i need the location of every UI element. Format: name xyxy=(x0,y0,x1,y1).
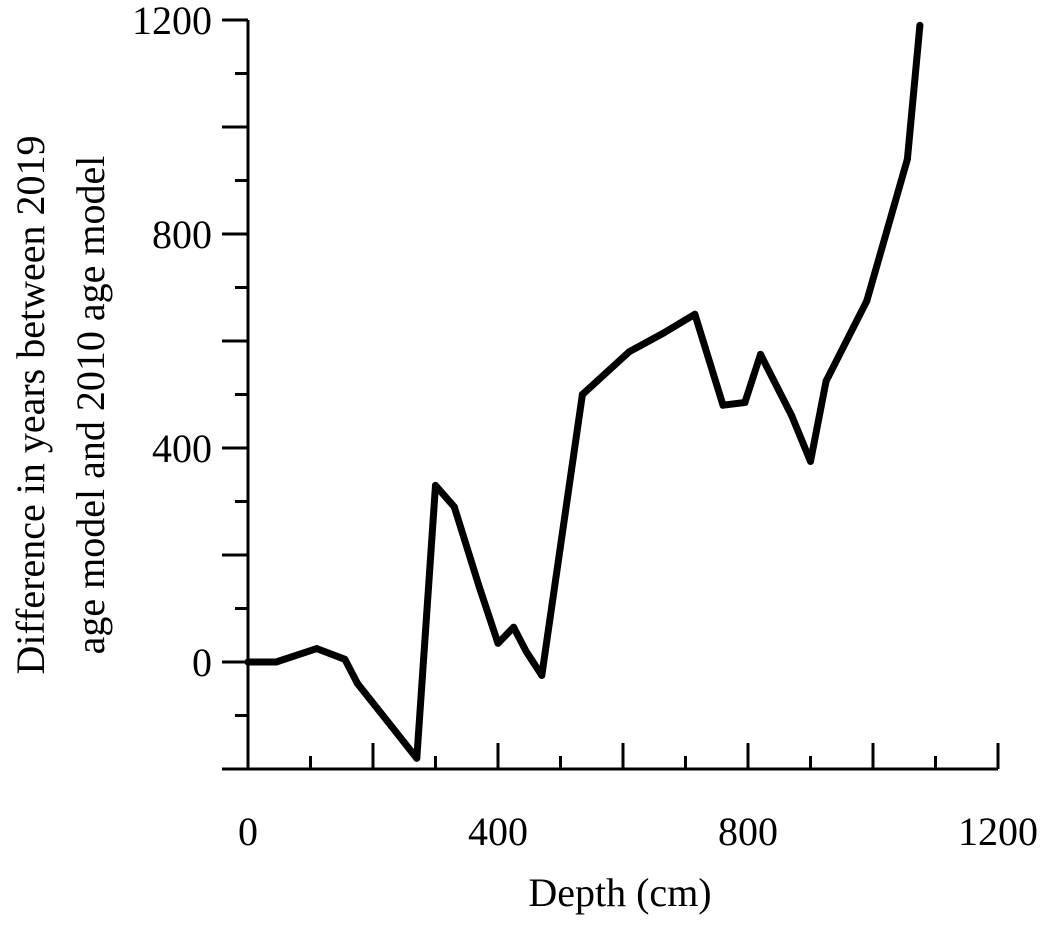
data-point xyxy=(625,348,633,356)
data-point xyxy=(578,391,586,398)
y-tick-label: 0 xyxy=(192,640,212,685)
data-point xyxy=(244,658,252,666)
y-axis-title-line-2: age model and 2010 age model xyxy=(68,156,113,655)
data-point xyxy=(313,645,321,653)
data-point xyxy=(538,671,546,679)
data-point xyxy=(757,350,764,358)
data-point xyxy=(916,21,924,29)
y-tick-label: 800 xyxy=(152,212,212,257)
x-axis: 0 400 800 1200 xyxy=(238,743,1038,854)
data-point xyxy=(788,412,796,420)
data-point xyxy=(510,623,518,631)
data-point xyxy=(903,155,911,163)
y-tick-label: 400 xyxy=(152,426,212,471)
data-point xyxy=(341,655,349,663)
y-axis-title-line-1: Difference in years between 2019 xyxy=(8,135,53,674)
data-point xyxy=(691,310,699,318)
y-tick-label: 1200 xyxy=(132,0,212,43)
data-point xyxy=(450,503,458,511)
data-point xyxy=(807,457,814,465)
data-point xyxy=(719,401,727,409)
x-axis-title: Depth (cm) xyxy=(528,870,711,915)
data-point xyxy=(822,377,830,385)
data-point xyxy=(475,583,483,591)
data-point xyxy=(413,754,421,762)
data-point xyxy=(522,647,530,655)
data-point xyxy=(353,679,361,687)
data-point xyxy=(741,399,749,407)
data-point xyxy=(432,481,439,489)
series-layer xyxy=(244,21,924,762)
data-point xyxy=(660,329,668,337)
data-point xyxy=(863,297,871,305)
data-point xyxy=(494,639,502,647)
x-tick-label: 0 xyxy=(238,809,258,854)
x-tick-label: 800 xyxy=(718,809,778,854)
x-tick-label: 1200 xyxy=(958,809,1038,854)
series-line-1 xyxy=(244,21,924,762)
data-point xyxy=(272,658,280,666)
y-axis: 0 400 800 1200 xyxy=(132,0,250,771)
x-tick-label: 400 xyxy=(468,809,528,854)
